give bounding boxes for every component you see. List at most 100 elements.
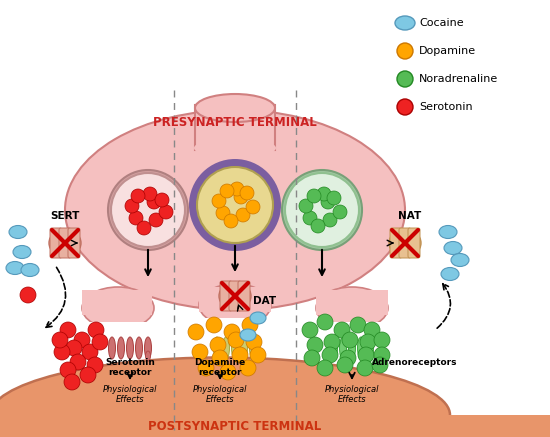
Ellipse shape: [21, 264, 39, 277]
Circle shape: [192, 344, 208, 360]
Circle shape: [147, 195, 161, 209]
Circle shape: [372, 357, 388, 373]
Circle shape: [299, 199, 313, 213]
Circle shape: [303, 211, 317, 225]
Ellipse shape: [451, 253, 469, 267]
Bar: [288, 322, 414, 340]
Ellipse shape: [339, 337, 347, 359]
Ellipse shape: [331, 337, 338, 359]
Circle shape: [54, 344, 70, 360]
Text: Serotonin: Serotonin: [419, 102, 472, 112]
Text: Physiological
Effects: Physiological Effects: [324, 385, 380, 404]
Ellipse shape: [146, 351, 151, 361]
Circle shape: [307, 337, 323, 353]
Circle shape: [317, 187, 331, 201]
Ellipse shape: [389, 229, 421, 257]
Circle shape: [111, 173, 185, 247]
Ellipse shape: [108, 337, 116, 359]
Ellipse shape: [6, 261, 24, 274]
Bar: [199, 287, 271, 312]
Text: Noradrenaline: Noradrenaline: [419, 74, 498, 84]
Circle shape: [358, 347, 374, 363]
Circle shape: [149, 213, 163, 227]
Circle shape: [206, 317, 222, 333]
Text: Physiological
Effects: Physiological Effects: [103, 385, 157, 404]
Circle shape: [360, 334, 376, 350]
Ellipse shape: [126, 337, 134, 359]
Circle shape: [317, 314, 333, 330]
Bar: [0, 415, 550, 437]
Circle shape: [397, 71, 413, 87]
Circle shape: [159, 205, 173, 219]
Ellipse shape: [439, 225, 457, 239]
Circle shape: [323, 213, 337, 227]
Ellipse shape: [240, 337, 248, 359]
Circle shape: [198, 360, 214, 376]
Text: Cocaine: Cocaine: [419, 18, 464, 28]
Text: PRESYNAPTIC TERMINAL: PRESYNAPTIC TERMINAL: [153, 115, 317, 128]
Circle shape: [242, 317, 258, 333]
Circle shape: [232, 347, 248, 363]
FancyBboxPatch shape: [408, 228, 420, 258]
Bar: [172, 318, 298, 336]
Circle shape: [311, 219, 325, 233]
Text: POSTSYNAPTIC TERMINAL: POSTSYNAPTIC TERMINAL: [148, 420, 322, 434]
Circle shape: [236, 208, 250, 222]
Circle shape: [74, 332, 90, 348]
Circle shape: [337, 357, 353, 373]
Circle shape: [397, 43, 413, 59]
Ellipse shape: [49, 229, 81, 257]
FancyBboxPatch shape: [59, 228, 71, 258]
Ellipse shape: [240, 329, 256, 341]
Circle shape: [88, 322, 104, 338]
Circle shape: [322, 347, 338, 363]
Circle shape: [246, 334, 262, 350]
Circle shape: [52, 332, 68, 348]
Ellipse shape: [366, 337, 373, 359]
Circle shape: [327, 191, 341, 205]
FancyBboxPatch shape: [238, 281, 250, 311]
Circle shape: [125, 199, 139, 213]
Circle shape: [189, 159, 281, 251]
Circle shape: [397, 99, 413, 115]
Ellipse shape: [250, 337, 256, 359]
Bar: [55, 322, 181, 340]
FancyBboxPatch shape: [229, 281, 241, 311]
Circle shape: [333, 205, 347, 219]
Circle shape: [334, 322, 350, 338]
Ellipse shape: [219, 282, 251, 310]
Text: Serotonin
receptor: Serotonin receptor: [105, 358, 155, 378]
Ellipse shape: [223, 337, 229, 359]
Circle shape: [212, 194, 226, 208]
Ellipse shape: [82, 287, 154, 329]
Circle shape: [228, 332, 244, 348]
Circle shape: [129, 211, 143, 225]
Text: Dopamine
receptor: Dopamine receptor: [194, 358, 246, 378]
Circle shape: [64, 374, 80, 390]
Circle shape: [357, 360, 373, 376]
Circle shape: [216, 206, 230, 220]
Ellipse shape: [9, 225, 27, 239]
Circle shape: [285, 173, 359, 247]
Ellipse shape: [118, 337, 124, 359]
Circle shape: [317, 360, 333, 376]
Ellipse shape: [0, 357, 450, 437]
Circle shape: [240, 186, 254, 200]
Text: DAT: DAT: [253, 296, 276, 306]
Circle shape: [66, 340, 82, 356]
Circle shape: [374, 347, 390, 363]
Circle shape: [224, 214, 238, 228]
Circle shape: [282, 170, 362, 250]
Text: SERT: SERT: [50, 211, 80, 221]
Circle shape: [234, 190, 248, 204]
Text: Adrenoreceptors: Adrenoreceptors: [372, 358, 458, 367]
Circle shape: [210, 337, 226, 353]
Ellipse shape: [358, 337, 365, 359]
FancyBboxPatch shape: [68, 228, 80, 258]
Text: Dopamine: Dopamine: [419, 46, 476, 56]
Polygon shape: [195, 105, 275, 145]
Circle shape: [220, 364, 236, 380]
Circle shape: [197, 167, 273, 243]
Circle shape: [240, 360, 256, 376]
Circle shape: [304, 350, 320, 366]
